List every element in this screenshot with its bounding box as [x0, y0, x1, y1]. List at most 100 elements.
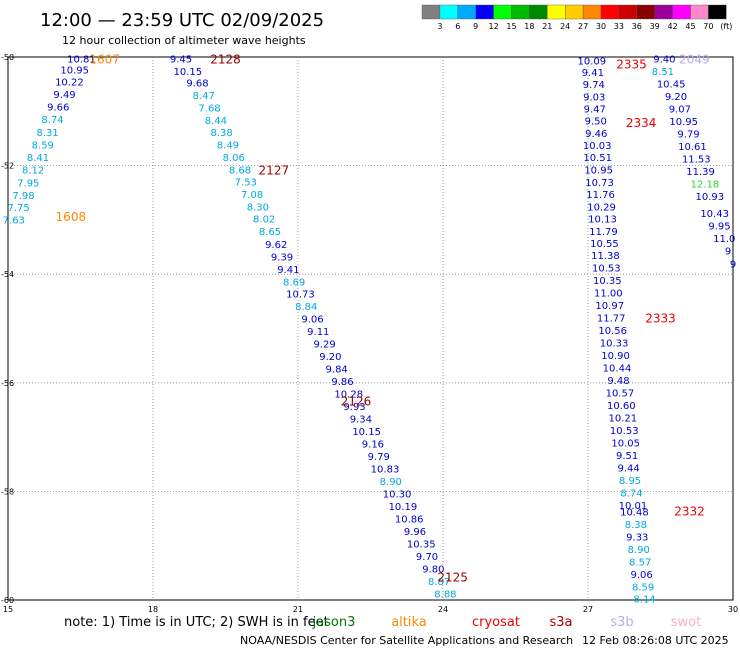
- wave-height-point: 10.55: [590, 239, 619, 250]
- color-scale-label: 39: [650, 22, 660, 31]
- color-scale-swatch: [600, 4, 620, 20]
- wave-height-point: 11.79: [589, 227, 618, 238]
- wave-height-point: 11.77: [597, 314, 626, 325]
- y-tick-label: -58: [1, 487, 14, 496]
- wave-height-point: 10.81: [67, 55, 96, 66]
- wave-height-point: 7.53: [235, 177, 257, 188]
- wave-height-point: 9.49: [53, 90, 75, 101]
- wave-height-point: 10.73: [286, 290, 315, 301]
- footer-note: note: 1) Time is in UTC; 2) SWH is in fe…: [64, 615, 329, 630]
- wave-height-point: 9.84: [326, 365, 348, 376]
- color-scale-label: 24: [560, 22, 570, 31]
- wave-height-point: 11.00: [594, 289, 623, 300]
- wave-height-point: 9.50: [585, 117, 607, 128]
- wave-height-point: 9: [730, 259, 736, 270]
- wave-height-point: 10.15: [173, 67, 202, 78]
- wave-height-point: 9.11: [307, 327, 329, 338]
- wave-height-point: 8.38: [625, 520, 647, 531]
- wave-height-point: 8.51: [652, 67, 674, 78]
- wave-height-point: 9.45: [170, 55, 192, 66]
- wave-height-point: 8.74: [41, 115, 63, 126]
- color-scale-bar: 3 6 9 12 15 18 21 24 27 30 33 36 39 42 45 70 (ft): [421, 4, 732, 31]
- wave-height-point: 10.21: [608, 414, 637, 425]
- color-scale-swatch: [618, 4, 638, 20]
- wave-height-point: 8.84: [295, 302, 317, 313]
- wave-height-point: 10.57: [606, 389, 635, 400]
- color-scale-swatch: [475, 4, 494, 20]
- color-scale-label: 33: [614, 22, 624, 31]
- wave-height-point: 8.44: [205, 116, 227, 127]
- wave-height-point: 11.0: [713, 234, 735, 245]
- legend-item-cryosat: cryosat: [472, 615, 520, 630]
- legend-item-s3a: s3a: [549, 615, 572, 630]
- color-scale-label: 3: [437, 22, 442, 31]
- wave-height-point: 10.48: [620, 507, 649, 518]
- pass-label: 1607: [89, 53, 120, 67]
- wave-height-point: 10.28: [334, 390, 363, 401]
- wave-height-point: 8.68: [229, 165, 251, 176]
- wave-height-point: 9.95: [708, 221, 730, 232]
- wave-height-point: 8.41: [27, 153, 49, 164]
- wave-height-point: 9.41: [582, 68, 604, 79]
- plot-frame: [7, 56, 734, 601]
- wave-height-point: 8.95: [619, 476, 641, 487]
- legend-item-jason3: jason3: [312, 615, 356, 630]
- wave-height-point: 9.80: [422, 565, 444, 576]
- pass-number-labels: 1607 1608 2128 2127 2126 2125 2335 2334 2333 2332…: [56, 53, 710, 585]
- wave-height-point: 8.87: [428, 577, 450, 588]
- y-tick-label: -50: [1, 53, 14, 62]
- y-tick-label: -54: [1, 270, 14, 279]
- color-scale-swatch: [565, 4, 584, 20]
- wave-height-point: 9.66: [47, 102, 69, 113]
- pass-label: 1608: [56, 210, 87, 224]
- wave-height-point: 10.05: [611, 439, 640, 450]
- wave-height-point: 9.86: [331, 377, 353, 388]
- wave-height-point: 9.48: [607, 376, 629, 387]
- color-scale-swatch: [547, 4, 566, 20]
- legend-item-swot: swot: [671, 615, 701, 630]
- wave-height-point: 11.53: [682, 155, 711, 166]
- wave-height-point: 9.34: [350, 415, 372, 426]
- wave-height-point: 9.33: [626, 532, 648, 543]
- wave-height-point: 8.06: [223, 153, 245, 164]
- wave-height-point: 10.09: [578, 56, 607, 67]
- wave-height-point: 10.53: [610, 426, 639, 437]
- wave-height-point: 9.39: [271, 252, 293, 263]
- wave-height-point: 7.63: [3, 215, 25, 226]
- color-scale-swatch: [421, 4, 441, 20]
- wave-height-point: 9.70: [416, 552, 438, 563]
- wave-height-point: 10.35: [407, 540, 436, 551]
- wave-height-point: 10.19: [389, 502, 418, 513]
- wave-height-point: 9.47: [584, 105, 606, 116]
- wave-height-point: 8.14: [633, 594, 655, 605]
- wave-height-point: 11.76: [586, 190, 615, 201]
- color-scale-swatch: [708, 4, 727, 20]
- wave-height-point: 8.12: [22, 165, 44, 176]
- color-scale-swatch: [439, 4, 458, 20]
- wave-height-point: 7.98: [12, 191, 34, 202]
- wave-height-point: 9.20: [319, 352, 341, 363]
- color-scale-swatch: [529, 4, 548, 20]
- wave-height-point: 8.57: [629, 557, 651, 568]
- x-tick-label: 15: [3, 605, 13, 614]
- wave-height-point: 9.46: [585, 129, 607, 140]
- color-scale-label: 9: [473, 22, 478, 31]
- legend-item-s3b: s3b: [610, 615, 633, 630]
- wave-height-point: 10.03: [583, 141, 612, 152]
- y-tick-label: -52: [1, 162, 14, 171]
- wave-height-point: 8.30: [247, 202, 269, 213]
- pass-label: 2125: [437, 571, 468, 585]
- pass-label: 2332: [674, 504, 705, 518]
- color-scale-label: 45: [685, 22, 695, 31]
- color-scale-label: 30: [596, 22, 606, 31]
- wave-height-point: 10.60: [607, 401, 636, 412]
- x-tick-label: 30: [728, 605, 738, 614]
- wave-height-point: 8.88: [434, 589, 456, 600]
- wave-height-point: 8.59: [632, 582, 654, 593]
- wave-height-point: 7.68: [198, 103, 220, 114]
- wave-height-point: 8.90: [628, 545, 650, 556]
- wave-height-point: 10.33: [600, 339, 629, 350]
- wave-height-point: 9.41: [277, 265, 299, 276]
- wave-height-point: 8.65: [259, 227, 281, 238]
